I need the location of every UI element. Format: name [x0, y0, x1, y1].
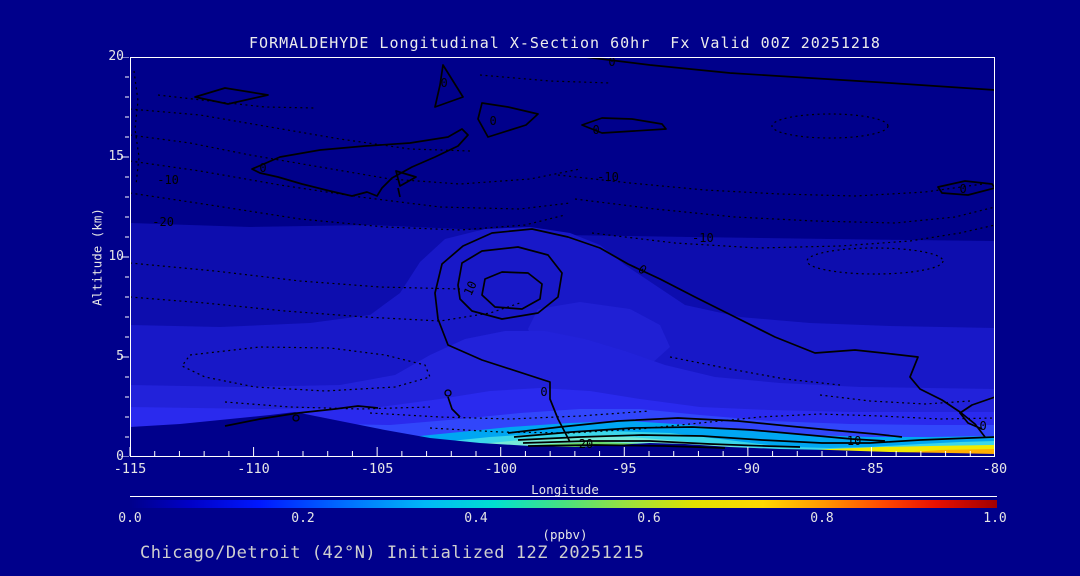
- x-tick-label: -100: [484, 461, 517, 477]
- contour-label: -20: [152, 215, 174, 229]
- colorbar-tick-label: 1.0: [983, 511, 1007, 526]
- contour-label: 0: [960, 182, 967, 196]
- contour-line-dashed: [669, 356, 841, 386]
- chart-title: FORMALDEHYDE Longitudinal X-Section 60hr…: [249, 34, 881, 52]
- colorbar-tick-label: 0.2: [291, 511, 315, 526]
- y-tick-labels: 0 5 10 15 20: [86, 50, 124, 464]
- contour-line-solid: [224, 405, 379, 427]
- contour-line-dashed: [224, 401, 431, 410]
- terrain: [130, 412, 995, 457]
- colorbar-tick-label: 0.6: [637, 511, 661, 526]
- contour-line-solid: [527, 444, 726, 449]
- contour-line-solid: [937, 180, 995, 196]
- plot-area: -10 -20 0 0 0 0 0 -10 -10 10 0 0 20 10 0 0: [118, 57, 995, 457]
- contour-line-solid: [517, 434, 995, 444]
- contour-line-solid: [395, 170, 417, 187]
- colorbar-units-label: (ppbv): [542, 527, 588, 542]
- contour-line-dashed: [129, 108, 471, 152]
- contour-line-solid: [513, 426, 886, 442]
- contour-label: -10: [597, 170, 619, 184]
- contour-line-solid: [434, 64, 464, 108]
- x-tick-label: -110: [237, 461, 270, 477]
- colorbar-tick-labels: 0.0 0.2 0.4 0.6 0.8 1.0: [118, 511, 1006, 527]
- contour-label: 0: [489, 114, 496, 128]
- x-tick-labels: -115 -110 -105 -100 -95 -90 -85 -80: [114, 461, 1007, 477]
- contour-label: 0: [980, 419, 987, 433]
- contour-line-solid: [959, 396, 995, 430]
- contour-line-solid: [522, 440, 801, 448]
- contour-line-solid: [584, 57, 995, 91]
- contour-line-dashed: [591, 224, 995, 249]
- y-tick-label: 20: [108, 49, 124, 64]
- contour-label: 0: [259, 161, 266, 175]
- contour-line-solid: [457, 246, 563, 320]
- contour-line-dashed: [429, 413, 995, 434]
- contour-line-dashed: [557, 174, 991, 197]
- contour-line-dashed: [129, 160, 571, 210]
- contour-circle: [292, 414, 300, 422]
- contour-line-dashed: [157, 94, 316, 109]
- contour-line-dashed: [819, 394, 971, 405]
- y-tick-label: 0: [116, 449, 124, 464]
- x-tick-label: -90: [735, 461, 761, 477]
- contour-line-dashed: [129, 192, 566, 231]
- contour-label: 0: [592, 123, 599, 137]
- x-tick-label: -80: [982, 461, 1008, 477]
- contour-line-solid: [434, 228, 986, 443]
- x-tick-label: -105: [360, 461, 394, 477]
- contour-line-solid: [507, 417, 903, 438]
- contour-line-solid: [447, 396, 461, 418]
- colorbar-top-line: [130, 496, 997, 497]
- colorbar: [130, 500, 997, 508]
- contour-label: -10: [692, 231, 714, 245]
- contour-label: 0: [441, 76, 448, 90]
- contour-line-solid: [481, 271, 543, 310]
- contour-line-dashed: [129, 262, 461, 290]
- contour-label: 0: [608, 57, 615, 69]
- x-tick-label: -85: [859, 461, 884, 477]
- contour-line-solid: [194, 87, 269, 105]
- y-tick-label: 15: [108, 149, 124, 164]
- x-tick-label: -115: [113, 461, 147, 477]
- contour-line-dashed: [479, 74, 611, 84]
- colorbar-tick-label: 0.0: [118, 511, 142, 526]
- contour-line-dashed: [574, 198, 995, 224]
- x-axis-title: Longitude: [531, 482, 599, 497]
- contour-line-solid: [397, 187, 401, 198]
- contour-line-solid: [581, 117, 667, 134]
- contour-line-solid: [251, 128, 469, 197]
- contour-label: 10: [847, 434, 861, 448]
- colorbar-tick-label: 0.8: [810, 511, 834, 526]
- contour-line-dashed: [806, 247, 944, 275]
- contour-line-solid: [477, 102, 539, 138]
- contour-label: 20: [579, 437, 593, 451]
- contour-line-dashed: [133, 70, 140, 186]
- contour-label: -10: [157, 173, 179, 187]
- contour-label: 0: [540, 385, 547, 399]
- x-tick-label: -95: [612, 461, 637, 477]
- y-tick-label: 10: [108, 249, 124, 264]
- contour-line-dashed: [129, 134, 581, 185]
- contour-label: 10: [461, 279, 480, 298]
- contour-line-dashed: [771, 113, 889, 139]
- plot-frame: [130, 57, 995, 457]
- contour-circle: [444, 389, 452, 397]
- caption: Chicago/Detroit (42°N) Initialized 12Z 2…: [140, 543, 645, 563]
- colorbar-tick-label: 0.4: [464, 511, 488, 526]
- y-tick-label: 5: [116, 349, 124, 364]
